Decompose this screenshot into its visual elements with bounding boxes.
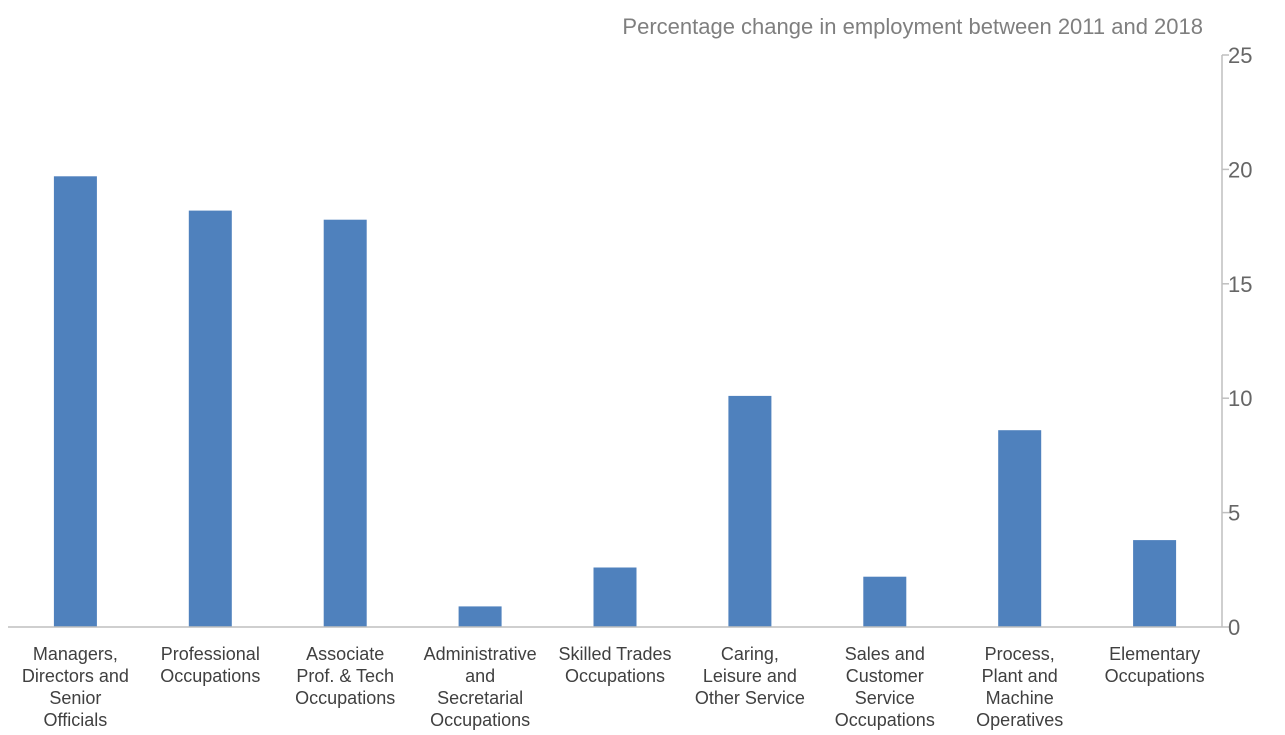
- y-tick-label: 10: [1228, 386, 1252, 411]
- y-tick-label: 20: [1228, 157, 1252, 182]
- x-category-label-line: Associate: [306, 644, 384, 664]
- x-category-label-line: Service: [855, 688, 915, 708]
- x-category-label: Associate Prof. & Tech Occupations: [295, 644, 395, 708]
- bars-group: [53, 176, 1177, 628]
- x-category-label: Skilled Trades Occupations: [558, 644, 671, 686]
- x-category-label-line: Managers,: [33, 644, 118, 664]
- x-category-label-line: Plant and: [982, 666, 1058, 686]
- x-category-label-line: Occupations: [430, 710, 530, 730]
- x-category-label-line: Secretarial: [437, 688, 523, 708]
- x-labels-group: Managers, Directors and Senior Officials Pro…: [22, 644, 1205, 730]
- y-ticks-group: 0 5 10 15 20 25: [1222, 43, 1252, 640]
- axes-group: [8, 55, 1223, 628]
- y-axis-title: Percentage change in employment between …: [622, 14, 1203, 39]
- x-category-label-line: Process,: [985, 644, 1055, 664]
- x-category-label-line: Customer: [846, 666, 924, 686]
- bar-7: [863, 576, 907, 627]
- y-tick-label: 0: [1228, 615, 1240, 640]
- bar-4: [458, 606, 502, 627]
- x-category-label-line: Senior: [49, 688, 101, 708]
- x-category-label-line: Sales and: [845, 644, 925, 664]
- x-category-label-line: Occupations: [160, 666, 260, 686]
- x-category-label: Managers, Directors and Senior Officials: [22, 644, 129, 730]
- x-category-label-line: Occupations: [565, 666, 665, 686]
- y-tick-label: 5: [1228, 501, 1240, 526]
- x-category-label-line: Officials: [44, 710, 108, 730]
- bar-2: [188, 210, 232, 627]
- bar-8: [998, 430, 1042, 627]
- bar-3: [323, 219, 367, 627]
- x-category-label-line: Skilled Trades: [558, 644, 671, 664]
- y-tick-label: 25: [1228, 43, 1252, 68]
- x-category-label-line: Occupations: [295, 688, 395, 708]
- bar-5: [593, 567, 637, 627]
- x-category-label-line: Leisure and: [703, 666, 797, 686]
- x-category-label-line: Occupations: [835, 710, 935, 730]
- x-category-label-line: Caring,: [721, 644, 779, 664]
- x-category-label-line: Prof. & Tech: [296, 666, 394, 686]
- bar-9: [1133, 540, 1177, 627]
- x-category-label-line: Occupations: [1105, 666, 1205, 686]
- x-category-label: Process, Plant and Machine Operatives: [976, 644, 1063, 730]
- bar-6: [728, 395, 772, 627]
- bar-1: [53, 176, 97, 628]
- x-category-label: Administrative and Secretarial Occupations: [424, 644, 537, 730]
- x-category-label: Sales and Customer Service Occupations: [835, 644, 935, 730]
- x-category-label: Professional Occupations: [160, 644, 260, 686]
- y-tick-label: 15: [1228, 272, 1252, 297]
- x-category-label-line: Directors and: [22, 666, 129, 686]
- x-category-label-line: Other Service: [695, 688, 805, 708]
- x-category-label-line: Machine: [986, 688, 1054, 708]
- x-category-label-line: and: [465, 666, 495, 686]
- x-category-label-line: Elementary: [1109, 644, 1200, 664]
- x-category-label-line: Professional: [161, 644, 260, 664]
- x-category-label: Elementary Occupations: [1105, 644, 1205, 686]
- x-category-label: Caring, Leisure and Other Service: [695, 644, 805, 708]
- x-category-label-line: Operatives: [976, 710, 1063, 730]
- x-category-label-line: Administrative: [424, 644, 537, 664]
